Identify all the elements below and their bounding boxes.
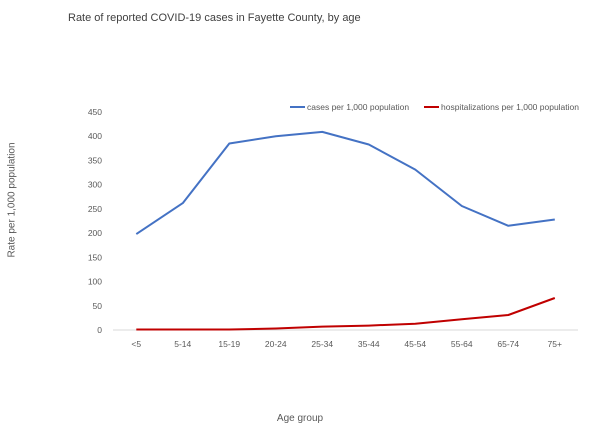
x-tick-label: 65-74	[497, 339, 519, 349]
y-tick-label: 100	[88, 277, 102, 287]
x-tick-label: 20-24	[265, 339, 287, 349]
data-point	[274, 327, 277, 330]
data-point	[135, 233, 138, 236]
y-tick-label: 450	[88, 107, 102, 117]
y-tick-label: 0	[97, 325, 102, 335]
data-point	[414, 168, 417, 171]
x-tick-label: 25-34	[311, 339, 333, 349]
chart-title: Rate of reported COVID-19 cases in Fayet…	[68, 12, 361, 24]
x-tick-label: 55-64	[451, 339, 473, 349]
y-tick-label: 400	[88, 131, 102, 141]
x-tick-label: 5-14	[174, 339, 191, 349]
data-point	[181, 328, 184, 331]
data-point	[274, 135, 277, 138]
data-point	[507, 224, 510, 227]
data-point	[321, 130, 324, 133]
data-point	[553, 297, 556, 300]
x-tick-label: 35-44	[358, 339, 380, 349]
series-line-0	[135, 130, 555, 235]
legend-label-1: hospitalizations per 1,000 population	[441, 102, 579, 112]
x-tick-label: <5	[131, 339, 141, 349]
data-point	[460, 318, 463, 321]
x-tick-label: 45-54	[404, 339, 426, 349]
y-tick-label: 300	[88, 180, 102, 190]
data-point	[507, 314, 510, 317]
legend: cases per 1,000 population hospitalizatio…	[290, 102, 579, 112]
y-tick-label: 350	[88, 155, 102, 165]
data-point	[228, 328, 231, 331]
x-tick-label: 75+	[548, 339, 562, 349]
data-point	[367, 324, 370, 327]
data-point	[414, 322, 417, 325]
data-point	[181, 202, 184, 205]
series-group	[135, 130, 556, 331]
data-point	[321, 325, 324, 328]
y-tick-label: 150	[88, 252, 102, 262]
axes: 0 50 100 150 200 250 300 350 400 450 <5 5-14 15-19 20…	[88, 107, 578, 349]
x-tick-label: 15-19	[218, 339, 240, 349]
data-point	[460, 205, 463, 208]
data-point	[553, 218, 556, 221]
x-axis-label: Age group	[276, 413, 324, 424]
legend-label-0: cases per 1,000 population	[307, 102, 409, 112]
series-line-1	[136, 297, 556, 331]
data-point	[228, 142, 231, 145]
data-point	[135, 328, 138, 331]
y-tick-label: 50	[93, 301, 103, 311]
y-tick-label: 200	[88, 228, 102, 238]
data-point	[367, 143, 370, 146]
y-tick-label: 250	[88, 204, 102, 214]
